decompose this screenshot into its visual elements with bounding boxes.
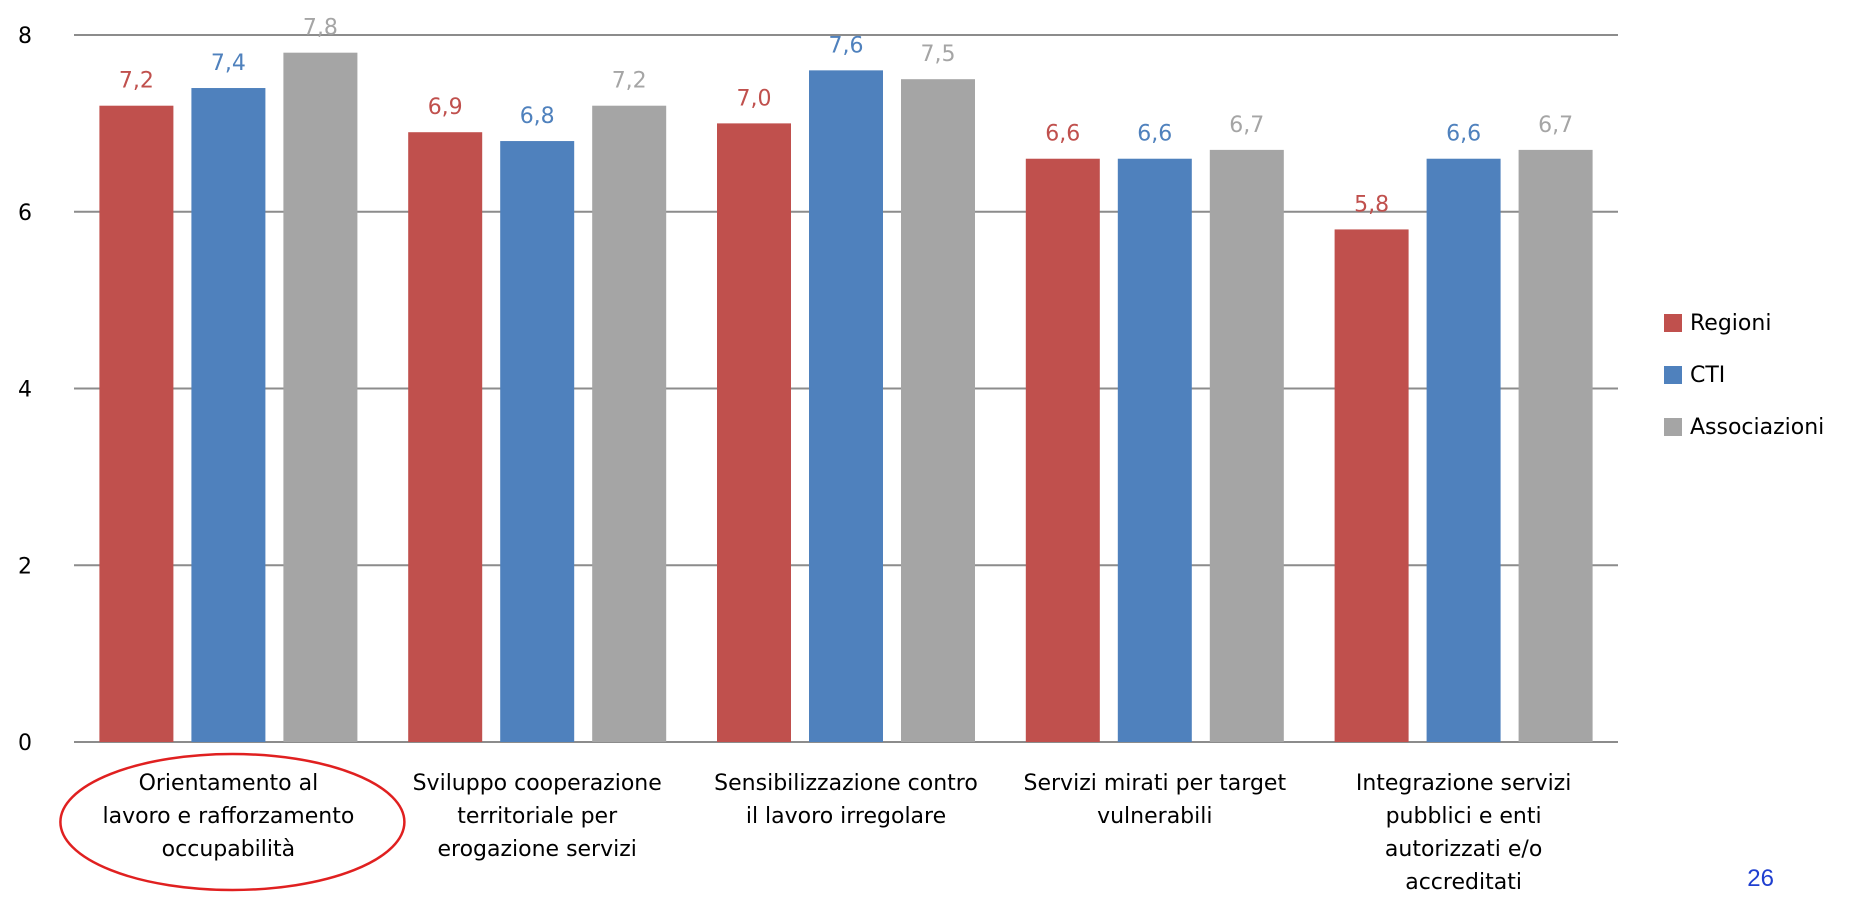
- bar-regioni-2: [717, 123, 791, 742]
- category-label-line: Orientamento al: [139, 771, 319, 796]
- category-label-line: lavoro e rafforzamento: [102, 804, 354, 829]
- bar-associazioni-2: [901, 79, 975, 742]
- bar-associazioni-0: [283, 52, 358, 743]
- category-label-2: Sensibilizzazione contro il lavoro irrego…: [714, 771, 978, 829]
- legend-label-regioni: Regioni: [1690, 311, 1771, 336]
- data-label-cti-0: 7,4: [211, 51, 246, 76]
- bar-cti-0: [191, 88, 266, 742]
- data-label-regioni-1: 6,9: [428, 95, 463, 120]
- bar-associazioni-3: [1209, 149, 1284, 742]
- highlight-ellipse: [59, 752, 406, 892]
- data-label-cti-2: 7,6: [829, 33, 864, 58]
- category-label-0: Orientamento al lavoro e rafforzamento occ…: [102, 771, 354, 862]
- data-label-regioni-2: 7,0: [737, 86, 772, 111]
- category-label-line: pubblici e enti: [1386, 804, 1542, 829]
- y-tick-label-2: 2: [18, 554, 32, 579]
- data-label-cti-3: 6,6: [1137, 122, 1172, 147]
- data-label-associazioni-4: 6,7: [1538, 113, 1573, 138]
- data-label-cti-1: 6,8: [520, 104, 555, 129]
- highlight-annotation: [59, 752, 406, 892]
- data-label-associazioni-0: 7,8: [303, 16, 338, 41]
- bar-regioni-3: [1025, 158, 1100, 743]
- category-label-line: erogazione servizi: [437, 837, 636, 862]
- bar-cti-1: [500, 141, 575, 743]
- category-label-line: il lavoro irregolare: [746, 804, 946, 829]
- data-label-associazioni-1: 7,2: [612, 69, 647, 94]
- bar-regioni-0: [99, 105, 174, 742]
- legend: Regioni CTI Associazioni: [1664, 311, 1824, 440]
- bar-associazioni-1: [592, 105, 667, 742]
- y-axis-ticks: 0 2 4 6 8: [18, 24, 32, 756]
- legend-label-associazioni: Associazioni: [1690, 415, 1824, 440]
- bar-cti-3: [1117, 158, 1192, 743]
- legend-swatch-associazioni: [1664, 418, 1682, 436]
- bars: [99, 52, 1593, 743]
- bar-cti-4: [1426, 158, 1501, 743]
- data-label-associazioni-3: 6,7: [1229, 113, 1264, 138]
- bar-cti-2: [809, 70, 883, 743]
- data-label-cti-4: 6,6: [1446, 122, 1481, 147]
- category-label-line: territoriale per: [457, 804, 618, 829]
- data-label-regioni-0: 7,2: [119, 69, 154, 94]
- category-label-line: vulnerabili: [1097, 804, 1212, 829]
- category-label-line: Servizi mirati per target: [1024, 771, 1287, 796]
- category-label-line: Integrazione servizi: [1356, 771, 1572, 796]
- category-label-3: Servizi mirati per target vulnerabili: [1024, 771, 1287, 829]
- category-label-1: Sviluppo cooperazione territoriale per ero…: [413, 771, 662, 862]
- legend-swatch-cti: [1664, 366, 1682, 384]
- category-label-line: accreditati: [1405, 870, 1522, 895]
- category-label-line: autorizzati e/o: [1385, 837, 1542, 862]
- category-label-line: Sensibilizzazione contro: [714, 771, 978, 796]
- y-tick-label-8: 8: [18, 24, 32, 49]
- data-label-regioni-3: 6,6: [1045, 122, 1080, 147]
- page-number: 26: [1747, 865, 1774, 892]
- bar-regioni-1: [408, 132, 483, 742]
- category-label-line: occupabilità: [162, 837, 295, 862]
- category-label-line: Sviluppo cooperazione: [413, 771, 662, 796]
- data-label-associazioni-2: 7,5: [921, 42, 956, 67]
- y-tick-label-6: 6: [18, 201, 32, 226]
- category-label-4: Integrazione servizi pubblici e enti autor…: [1356, 771, 1572, 895]
- bar-associazioni-4: [1518, 149, 1593, 742]
- y-tick-label-0: 0: [18, 731, 32, 756]
- y-tick-label-4: 4: [18, 378, 32, 403]
- bar-regioni-4: [1334, 229, 1409, 743]
- legend-label-cti: CTI: [1690, 363, 1725, 388]
- category-labels: Orientamento al lavoro e rafforzamento occ…: [102, 771, 1571, 895]
- data-label-regioni-4: 5,8: [1354, 192, 1389, 217]
- legend-swatch-regioni: [1664, 314, 1682, 332]
- data-labels: 7,2 7,4 7,8 6,9 6,8 7,2 7,0 7,6 7,5 6,6 6,6 6,7 5,8 6…: [119, 16, 1573, 218]
